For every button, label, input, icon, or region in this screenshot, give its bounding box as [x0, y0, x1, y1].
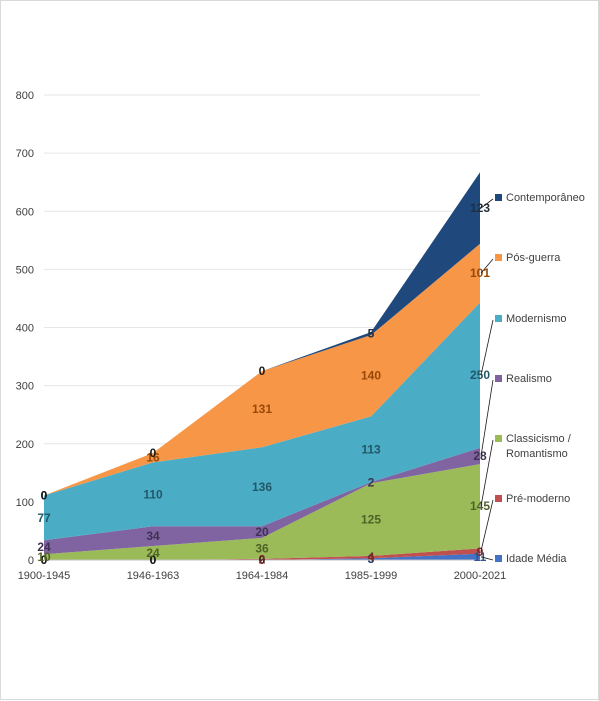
data-label: 24	[37, 540, 51, 554]
legend-leader-line	[480, 319, 494, 376]
area-p-s-guerra	[44, 243, 480, 496]
legend-label: Idade Média	[506, 553, 567, 565]
data-label: 131	[252, 402, 272, 416]
legend-label: Classicismo / Romantismo	[506, 433, 572, 460]
legend-leader-line	[480, 379, 494, 457]
legend-item-p-s-guerra: Pós-guerra	[480, 252, 561, 274]
area-realismo	[44, 447, 480, 555]
legend-label: Realismo	[506, 373, 552, 385]
legend-swatch	[495, 254, 502, 261]
y-tick-label: 200	[16, 439, 34, 451]
data-label: 16	[146, 451, 160, 465]
data-label: 10	[37, 550, 51, 564]
legend-swatch	[495, 194, 502, 201]
data-label: 125	[361, 513, 381, 527]
legend-item-contempor-neo: Contemporâneo	[480, 192, 585, 209]
data-label: 9	[477, 545, 484, 559]
y-tick-label: 400	[16, 323, 34, 335]
data-label: 0	[41, 553, 48, 567]
data-label: 140	[361, 369, 381, 383]
data-label: 250	[470, 368, 490, 382]
data-label: 110	[143, 487, 163, 501]
legend-swatch	[495, 495, 502, 502]
data-label: 4	[368, 550, 375, 564]
area-pr-moderno	[44, 548, 480, 560]
legend-label: Pós-guerra	[506, 252, 561, 264]
legend-item-idade-m-dia: Idade Média	[480, 553, 567, 565]
y-tick-label: 0	[28, 555, 34, 567]
legend-leader-line	[480, 198, 494, 209]
data-label: 0	[150, 553, 157, 567]
y-tick-label: 800	[16, 90, 34, 102]
legend: Contemporâneo Pós-guerra Modernismo Realism…	[480, 192, 585, 565]
data-label: 2	[368, 476, 375, 490]
x-tick-label: 1985-1999	[345, 570, 398, 582]
data-label: 101	[470, 266, 490, 280]
y-tick-label: 300	[16, 381, 34, 393]
data-label: 2	[259, 552, 266, 566]
legend-item-pr-moderno: Pré-moderno	[480, 493, 570, 552]
area-series	[44, 172, 480, 560]
legend-leader-line	[480, 439, 494, 507]
data-label: 11	[474, 550, 487, 564]
data-label: 24	[146, 546, 160, 560]
legend-label: Contemporâneo	[506, 192, 585, 204]
data-label: 0	[150, 446, 157, 460]
legend-swatch	[495, 375, 502, 382]
legend-swatch	[495, 315, 502, 322]
data-label: 20	[255, 525, 269, 539]
legend-label: Pré-moderno	[506, 493, 570, 505]
data-label: 5	[368, 327, 375, 341]
legend-leader-line	[480, 556, 494, 561]
data-label: 0	[259, 364, 266, 378]
data-label: 0	[41, 488, 48, 502]
y-tick-label: 700	[16, 148, 34, 160]
data-label: 136	[252, 480, 272, 494]
x-tick-label: 1946-1963	[127, 570, 180, 582]
legend-item-modernismo: Modernismo	[480, 313, 567, 376]
legend-label: Modernismo	[506, 313, 567, 325]
x-tick-label: 2000-2021	[454, 570, 507, 582]
area-modernismo	[44, 302, 480, 541]
legend-swatch	[495, 555, 502, 562]
data-label: 77	[37, 511, 51, 525]
data-label: 28	[473, 449, 487, 463]
area-classicismo-romantismo	[44, 464, 480, 560]
data-label: 0	[41, 488, 48, 502]
data-label: 0	[41, 553, 48, 567]
data-label: 113	[361, 442, 381, 456]
legend-swatch	[495, 435, 502, 442]
x-tick-label: 1900-1945	[18, 570, 71, 582]
data-label: 36	[255, 541, 269, 555]
data-label: 145	[470, 499, 490, 513]
legend-leader-line	[480, 499, 494, 552]
area-idade-m-dia	[44, 553, 480, 560]
data-label: 34	[146, 529, 160, 543]
legend-leader-line	[480, 258, 494, 274]
data-label: 0	[150, 553, 157, 567]
y-tick-label: 500	[16, 264, 34, 276]
legend-item-classicismo-romantismo: Classicismo / Romantismo	[480, 433, 572, 507]
y-tick-label: 600	[16, 206, 34, 218]
data-label: 3	[368, 552, 375, 566]
legend-item-realismo: Realismo	[480, 373, 552, 457]
x-tick-label: 1964-1984	[236, 570, 289, 582]
data-label: 0	[259, 553, 266, 567]
y-tick-label: 100	[16, 497, 34, 509]
